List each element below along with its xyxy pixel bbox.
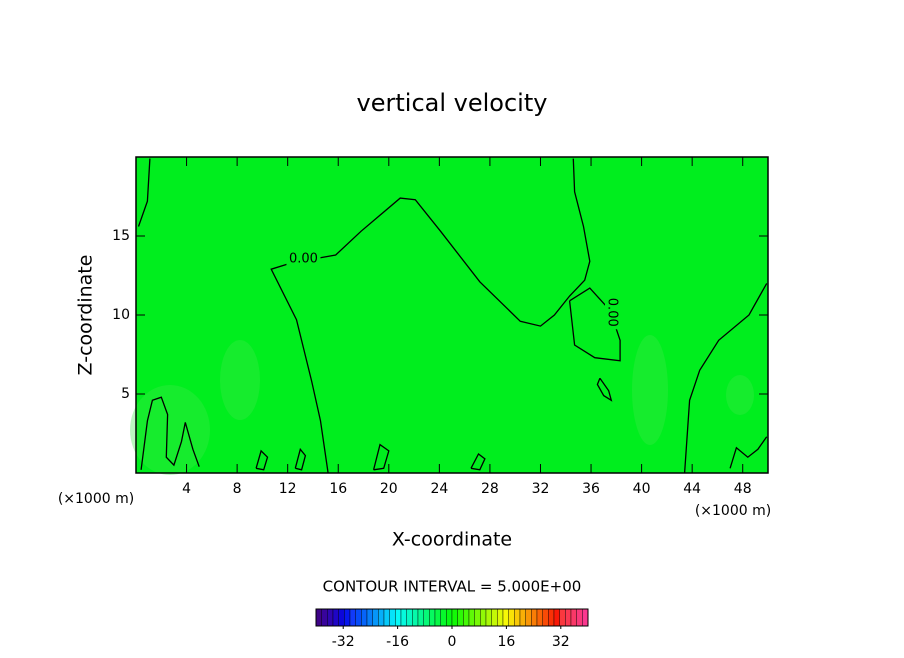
colorbar-swatch — [474, 608, 481, 627]
x-tick-label: 28 — [481, 481, 499, 497]
colorbar-tick-label: -16 — [386, 634, 409, 650]
field-patch — [632, 335, 668, 445]
contour-line — [137, 158, 151, 227]
colorbar-swatch — [559, 608, 566, 627]
colorbar-tick-label: -32 — [332, 634, 355, 650]
colorbar-swatch — [451, 608, 458, 627]
colorbar-swatch — [457, 608, 464, 627]
x-tick-label: 8 — [233, 481, 242, 497]
colorbar-swatch — [440, 608, 447, 627]
contour-line — [255, 449, 269, 471]
colorbar-swatch — [349, 608, 356, 627]
colorbar-swatch — [395, 608, 402, 627]
colorbar-swatch — [321, 608, 328, 627]
colorbar-title: CONTOUR INTERVAL = 5.000E+00 — [323, 578, 582, 596]
colorbar-swatch — [412, 608, 419, 627]
contour-line — [140, 396, 200, 470]
x-tick-label: 24 — [430, 481, 448, 497]
colorbar-swatch — [372, 608, 379, 627]
x-tick-label: 12 — [279, 481, 297, 497]
colorbar-swatch — [570, 608, 577, 627]
contour-line — [270, 158, 591, 474]
contour-label-bg — [605, 295, 620, 330]
colorbar-swatch — [576, 608, 583, 627]
y-tick-label: 15 — [112, 228, 130, 244]
chart-title: vertical velocity — [357, 89, 548, 117]
colorbar-swatch — [332, 608, 339, 627]
x-unit-label: (×1000 m) — [695, 503, 771, 519]
colorbar-tick-label: 16 — [497, 634, 515, 650]
y-tick-label: 10 — [112, 307, 130, 323]
colorbar-swatch — [468, 608, 475, 627]
colorbar-swatch — [565, 608, 572, 627]
colorbar-swatch — [531, 608, 538, 627]
colorbar-swatch — [582, 608, 589, 627]
x-tick-label: 4 — [182, 481, 191, 497]
contour-line — [568, 287, 621, 362]
colorbar-swatch — [502, 608, 509, 627]
x-unit-label: (×1000 m) — [58, 491, 134, 507]
colorbar-swatch — [508, 608, 515, 627]
colorbar-swatch — [383, 608, 390, 627]
y-axis-label: Z-coordinate — [75, 255, 97, 376]
colorbar-swatch — [485, 608, 492, 627]
colorbar-tick-label: 32 — [552, 634, 570, 650]
colorbar-swatch — [525, 608, 532, 627]
x-tick-label: 20 — [380, 481, 398, 497]
colorbar-swatch — [327, 608, 334, 627]
colorbar-swatch — [480, 608, 487, 627]
colorbar-swatch — [434, 608, 441, 627]
contour-line — [372, 443, 390, 471]
colorbar-swatch — [406, 608, 413, 627]
colorbar-swatch — [400, 608, 407, 627]
colorbar-swatch — [542, 608, 549, 627]
contour-line — [470, 453, 486, 471]
colorbar-swatch — [389, 608, 396, 627]
colorbar-tick-label: 0 — [448, 634, 457, 650]
y-tick-label: 5 — [121, 386, 130, 402]
contour-line — [596, 377, 613, 402]
colorbar-swatch — [553, 608, 560, 627]
colorbar-swatch — [429, 608, 436, 627]
x-tick-label: 36 — [582, 481, 600, 497]
contour-label-group: 0.00 — [605, 295, 620, 330]
colorbar-swatch — [519, 608, 526, 627]
colorbar-swatch — [417, 608, 424, 627]
field-patch — [726, 375, 754, 415]
contour-label-group: 0.00 — [286, 250, 321, 266]
colorbar-swatch — [548, 608, 555, 627]
x-tick-label: 32 — [532, 481, 550, 497]
colorbar-swatch — [315, 608, 322, 627]
colorbar-swatch — [378, 608, 385, 627]
field — [136, 157, 768, 473]
x-tick-label: 16 — [329, 481, 347, 497]
contour-line — [294, 447, 307, 471]
contour-label: 0.00 — [605, 298, 620, 327]
x-tick-label: 44 — [683, 481, 701, 497]
x-tick-label: 48 — [734, 481, 752, 497]
colorbar-swatch — [355, 608, 362, 627]
x-tick-label: 40 — [633, 481, 651, 497]
colorbar-swatch — [446, 608, 453, 627]
field-patch — [220, 340, 260, 420]
contour-label: 0.00 — [289, 251, 318, 266]
colorbar-swatch — [366, 608, 373, 627]
colorbar-swatch — [423, 608, 430, 627]
colorbar-swatch — [536, 608, 543, 627]
colorbar-swatch — [463, 608, 470, 627]
colorbar-swatch — [344, 608, 351, 627]
contour-line — [729, 436, 768, 469]
contour-line — [683, 283, 768, 474]
contour-label-bg — [286, 250, 321, 266]
colorbar-swatch — [338, 608, 345, 627]
colorbar-swatch — [491, 608, 498, 627]
colorbar-swatch — [497, 608, 504, 627]
colorbar-swatch — [361, 608, 368, 627]
x-axis-label: X-coordinate — [392, 529, 512, 551]
colorbar-swatch — [514, 608, 521, 627]
